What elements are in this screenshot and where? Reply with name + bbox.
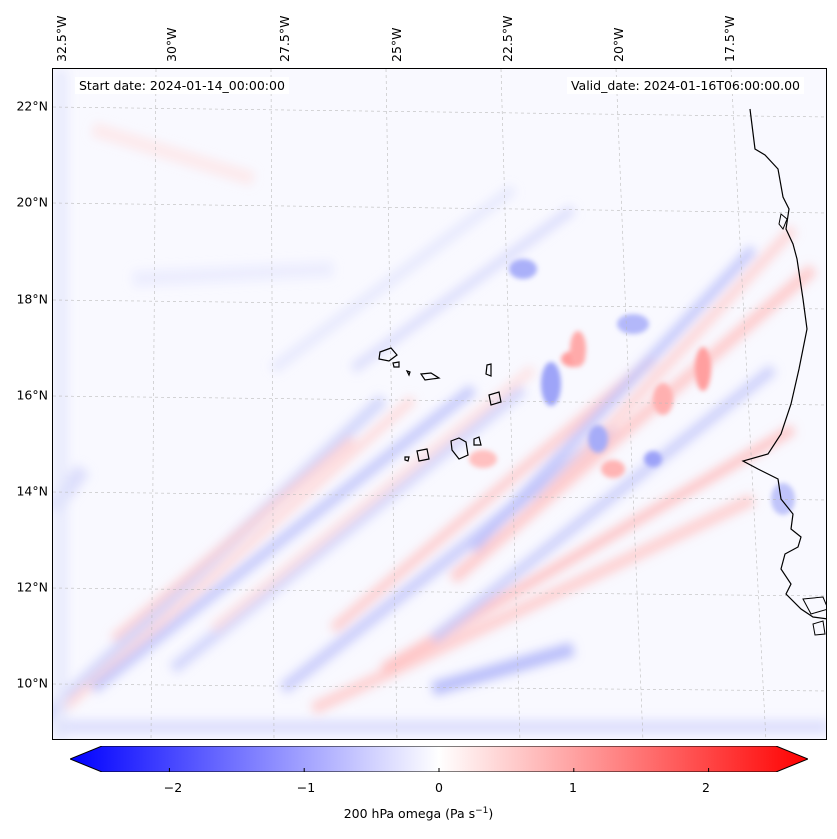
lat-label-20n: 20°N [16, 194, 48, 210]
colorbar-label-end: ) [488, 806, 494, 822]
colorbar-tick-0: 0 [435, 780, 443, 795]
colorbar-tick-2: 2 [702, 780, 710, 795]
colorbar [70, 746, 808, 772]
lon-label-20w: 20°W [611, 27, 626, 62]
cape-verde-islands [378, 347, 502, 462]
omega-field-map [53, 69, 826, 739]
coast-detail-south [802, 596, 826, 615]
colorbar-tick-neg1: −1 [296, 780, 316, 795]
lat-label-12n: 12°N [16, 579, 48, 595]
lon-label-22-5w: 22.5°W [500, 15, 515, 62]
valid-date-label: Valid_date: 2024-01-16T06:00:00.00 [566, 77, 804, 94]
lon-label-25w: 25°W [389, 27, 404, 62]
omega-cells [469, 259, 795, 515]
lat-label-18n: 18°N [16, 291, 48, 307]
start-date-label: Start date: 2024-01-14_00:00:00 [75, 77, 289, 94]
colorbar-gradient [70, 746, 808, 772]
coast-islet-north [778, 213, 788, 230]
graticule [53, 69, 826, 739]
colorbar-tick-1: 1 [569, 780, 577, 795]
african-coastline [741, 108, 826, 620]
lat-label-10n: 10°N [16, 675, 48, 691]
lat-label-22n: 22°N [16, 98, 48, 114]
coast-detail-islands [812, 620, 826, 636]
colorbar-tick-neg2: −2 [163, 780, 183, 795]
lon-label-17-5w: 17.5°W [722, 15, 737, 62]
lat-label-16n: 16°N [16, 387, 48, 403]
colorbar-label-main: 200 hPa omega (Pa s [343, 806, 476, 822]
colorbar-tickmarks [168, 768, 710, 772]
lon-label-30w: 30°W [164, 27, 179, 62]
lon-label-32-5w: 32.5°W [54, 15, 69, 62]
map-panel: Start date: 2024-01-14_00:00:00 Valid_da… [52, 68, 827, 740]
colorbar-label-exponent: −1 [475, 806, 489, 816]
colorbar-label: 200 hPa omega (Pa s−1) [0, 806, 837, 821]
lon-label-27-5w: 27.5°W [277, 15, 292, 62]
omega-bands [53, 69, 826, 739]
lat-label-14n: 14°N [16, 483, 48, 499]
